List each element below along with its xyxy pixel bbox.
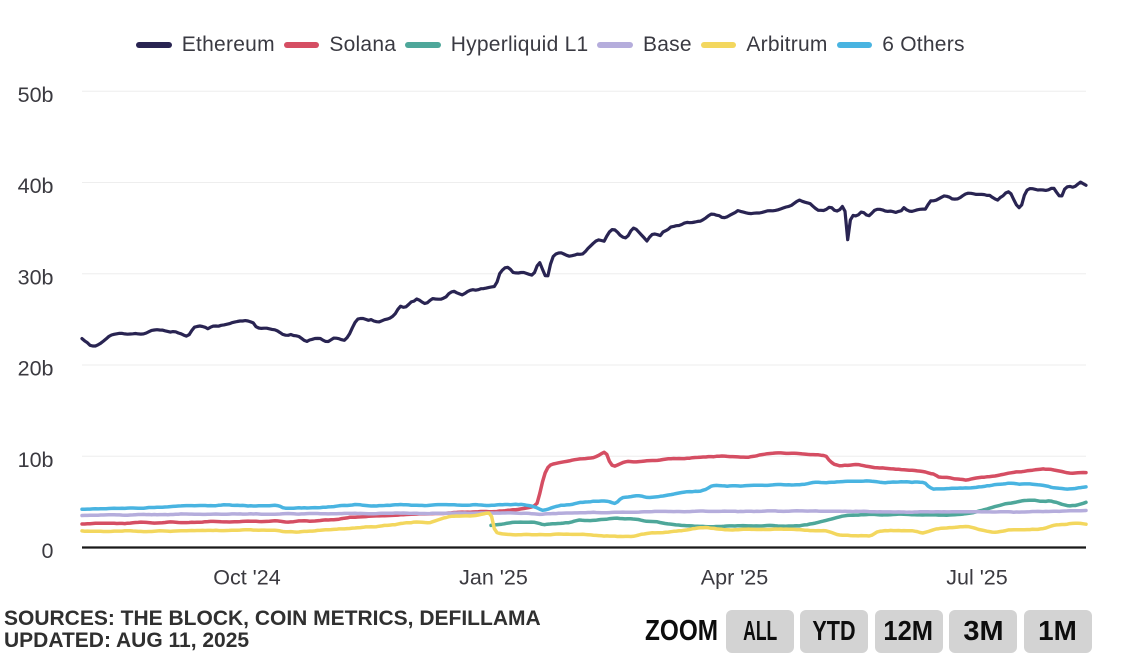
svg-text:10b: 10b: [18, 448, 54, 472]
svg-text:0: 0: [42, 539, 54, 563]
svg-text:50b: 50b: [18, 83, 54, 107]
svg-text:40b: 40b: [18, 174, 54, 198]
svg-text:Jan '25: Jan '25: [459, 566, 528, 590]
svg-text:Apr '25: Apr '25: [701, 566, 768, 590]
svg-text:Jul '25: Jul '25: [946, 566, 1008, 590]
svg-text:Oct '24: Oct '24: [213, 566, 280, 590]
svg-text:20b: 20b: [18, 357, 54, 381]
svg-text:30b: 30b: [18, 265, 54, 289]
